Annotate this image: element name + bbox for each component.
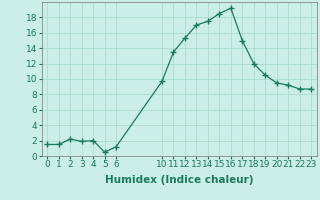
X-axis label: Humidex (Indice chaleur): Humidex (Indice chaleur) xyxy=(105,175,253,185)
